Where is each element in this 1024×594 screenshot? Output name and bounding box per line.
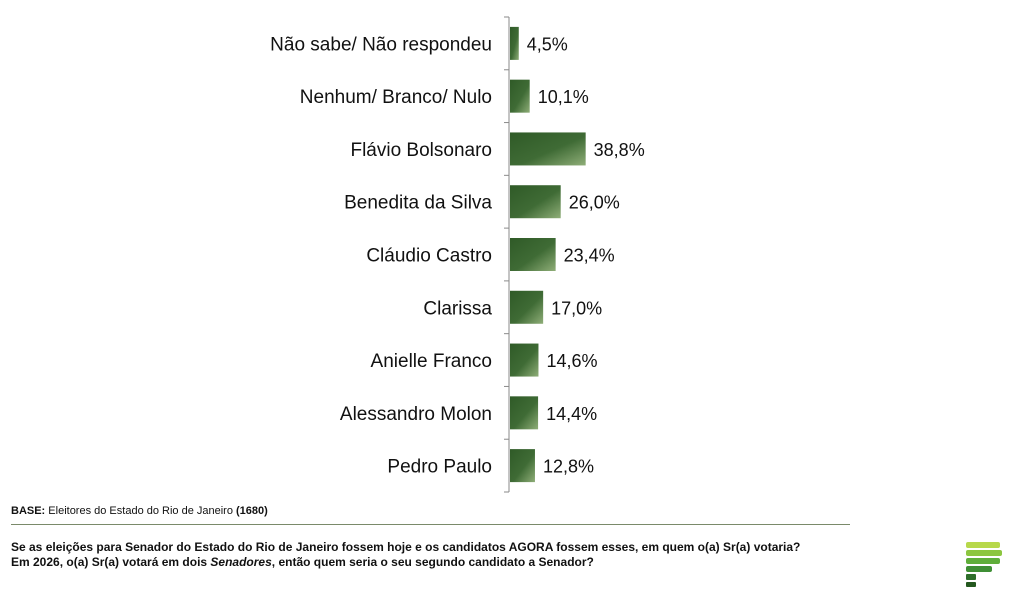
bar-chart: Não sabe/ Não respondeu 4,5% Nenhum/ Branc… — [270, 16, 645, 493]
data-label: 12,8% — [543, 457, 594, 477]
question-line-1: Se as eleições para Senador do Estado do… — [11, 540, 800, 555]
bar — [510, 185, 561, 219]
q1-part2: do Estado do Rio de Janeiro fossem hoje … — [173, 540, 724, 554]
q1-bold1: Senador — [125, 540, 174, 554]
category-label: Pedro Paulo — [387, 457, 492, 478]
base-note: BASE: Eleitores do Estado do Rio de Jane… — [11, 505, 268, 517]
data-label: 38,8% — [594, 140, 645, 160]
q2-part3: , então quem seria o seu segundo candida… — [271, 555, 594, 569]
base-text: Eleitores do Estado do Rio de Janeiro — [45, 505, 237, 517]
stacked-bars-p-logo-icon — [966, 542, 1002, 587]
q2-italic1: Senadores — [210, 555, 272, 569]
q2-part1: Em 2026, o(a) — [11, 555, 92, 569]
q2-part2: votará em dois — [119, 555, 211, 569]
data-label: 14,4% — [546, 404, 597, 424]
bar — [510, 343, 539, 377]
q1-bold2: Sr(a) — [723, 540, 751, 554]
q1-part1: Se as eleições para — [11, 540, 126, 554]
bar — [510, 238, 556, 271]
bar — [510, 290, 544, 324]
category-label: Benedita da Silva — [344, 193, 492, 214]
data-label: 23,4% — [564, 246, 615, 266]
bar — [510, 132, 586, 166]
q1-part3: votaria? — [750, 540, 801, 554]
category-label: Flávio Bolsonaro — [350, 140, 492, 161]
bar — [510, 449, 535, 483]
question-text: Se as eleições para Senador do Estado do… — [11, 540, 800, 570]
category-label: Clarissa — [423, 298, 492, 319]
category-label: Anielle Franco — [371, 351, 492, 372]
data-label: 14,6% — [546, 351, 597, 371]
base-n: (1680) — [236, 505, 268, 517]
q2-bold1: Sr(a) — [91, 555, 120, 569]
y-axis-ticks — [504, 16, 509, 493]
data-label: 17,0% — [551, 298, 602, 318]
bar — [510, 26, 519, 60]
category-label: Alessandro Molon — [340, 404, 492, 425]
bars-group: Não sabe/ Não respondeu 4,5% Nenhum/ Branc… — [270, 26, 645, 483]
base-label: BASE: — [11, 505, 46, 517]
bar — [510, 396, 539, 430]
data-label: 10,1% — [538, 87, 589, 107]
bar — [510, 79, 530, 113]
data-label: 4,5% — [527, 34, 568, 54]
category-label: Cláudio Castro — [366, 246, 492, 267]
category-label: Não sabe/ Não respondeu — [270, 34, 492, 55]
data-label: 26,0% — [569, 193, 620, 213]
category-label: Nenhum/ Branco/ Nulo — [300, 87, 492, 108]
divider-line — [11, 524, 850, 525]
question-line-2: Em 2026, o(a) Sr(a) votará em dois Senad… — [11, 555, 800, 570]
